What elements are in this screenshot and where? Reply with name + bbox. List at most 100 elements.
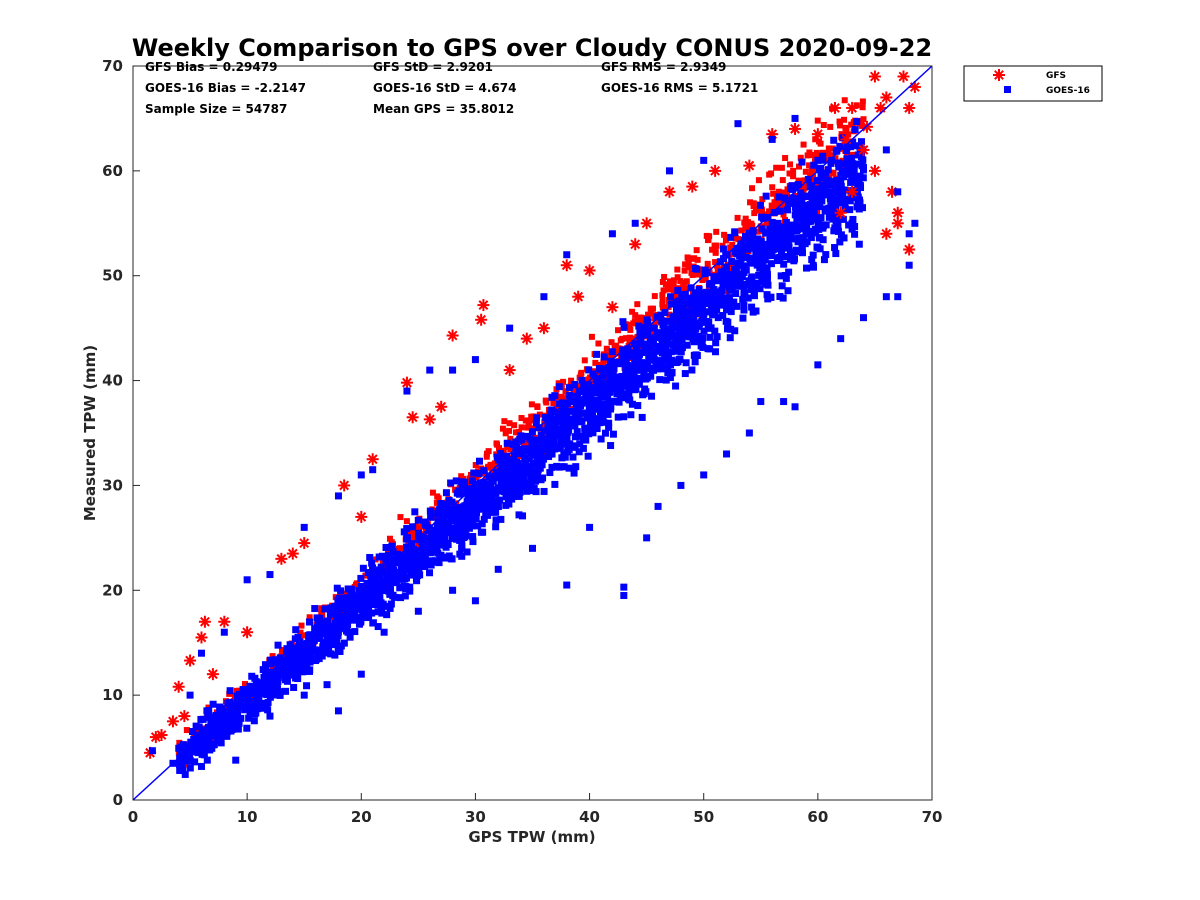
goes16-point xyxy=(821,189,829,197)
goes16-point xyxy=(380,586,388,594)
goes16-point xyxy=(634,374,642,382)
goes16-point xyxy=(342,612,350,620)
goes16-point xyxy=(658,338,666,346)
goes16-point xyxy=(582,397,590,405)
gfs-point xyxy=(817,140,824,147)
goes16-point xyxy=(258,689,266,697)
gfs-point xyxy=(645,311,652,318)
goes16-point xyxy=(564,444,572,452)
goes16-point xyxy=(232,756,240,764)
goes16-point xyxy=(733,302,741,310)
gfs-point xyxy=(827,123,834,130)
goes16-point xyxy=(733,276,741,284)
gfs-point xyxy=(550,400,557,407)
goes16-point xyxy=(383,602,391,610)
goes16-point xyxy=(781,194,789,202)
goes16-point xyxy=(569,453,577,461)
goes16-point xyxy=(681,290,689,298)
goes16-point xyxy=(544,423,552,431)
goes16-point xyxy=(585,430,593,438)
goes16-point xyxy=(390,558,398,566)
goes16-point xyxy=(807,217,815,225)
goes16-point xyxy=(348,589,356,597)
goes16-point xyxy=(247,703,255,711)
goes16-point xyxy=(512,438,520,446)
goes16-point xyxy=(622,352,630,360)
gfs-point xyxy=(712,249,719,256)
gfs-point xyxy=(622,335,629,342)
goes16-point xyxy=(337,642,345,650)
goes16-point xyxy=(608,374,616,382)
goes16-point xyxy=(563,399,571,407)
goes16-point xyxy=(239,686,247,694)
goes16-point xyxy=(750,241,758,249)
goes16-point xyxy=(291,644,299,652)
gfs-point xyxy=(570,387,577,394)
goes16-point xyxy=(728,257,736,265)
goes16-point xyxy=(210,716,218,724)
goes16-point xyxy=(702,318,710,326)
goes16-point xyxy=(463,548,471,556)
gfs-point xyxy=(520,332,533,345)
goes16-point xyxy=(739,249,747,257)
goes16-point xyxy=(333,618,341,626)
goes16-point xyxy=(852,160,860,168)
goes16-point xyxy=(234,708,242,716)
goes16-point xyxy=(585,366,593,374)
gfs-point xyxy=(779,177,786,184)
goes16-point xyxy=(545,440,553,448)
gfs-point xyxy=(502,430,509,437)
goes16-point xyxy=(374,623,382,631)
goes16-point xyxy=(678,325,686,333)
gfs-point xyxy=(659,301,666,308)
goes16-point xyxy=(472,490,480,498)
gfs-point xyxy=(446,329,459,342)
goes16-point xyxy=(825,213,833,221)
goes16-point xyxy=(674,306,682,314)
goes16-point xyxy=(784,206,792,214)
chart-title: Weekly Comparison to GPS over Cloudy CON… xyxy=(132,34,932,62)
y-axis: 0 10 20 30 40 50 60 70 xyxy=(102,57,140,809)
goes16-point xyxy=(387,600,395,608)
gfs-point xyxy=(754,228,761,235)
goes16-point xyxy=(666,374,674,382)
gfs-point xyxy=(796,163,803,170)
goes16-point xyxy=(791,403,799,411)
goes16-point xyxy=(856,172,864,180)
gfs-point xyxy=(592,359,599,366)
stat-mean-gps: Mean GPS = 35.8012 xyxy=(373,102,514,116)
goes16-point xyxy=(302,652,310,660)
gfs-point xyxy=(472,462,479,469)
goes16-point xyxy=(330,628,338,636)
gfs-point xyxy=(524,424,531,431)
goes16-point xyxy=(608,230,616,238)
goes16-point xyxy=(271,658,279,666)
gfs-point xyxy=(297,629,304,636)
goes16-point xyxy=(481,484,489,492)
goes16-point xyxy=(894,293,902,301)
goes16-point xyxy=(230,721,238,729)
goes16-point xyxy=(843,143,851,151)
goes16-point xyxy=(461,478,469,486)
gfs-point xyxy=(695,271,702,278)
gfs-point xyxy=(518,415,525,422)
gfs-point xyxy=(758,208,765,215)
goes16-point xyxy=(541,413,549,421)
goes16-point xyxy=(817,170,825,178)
goes16-point xyxy=(259,684,267,692)
goes16-point xyxy=(550,415,558,423)
gfs-point xyxy=(218,615,231,628)
gfs-point xyxy=(595,340,602,347)
gfs-point xyxy=(685,258,692,265)
goes16-point xyxy=(471,597,479,605)
gfs-point xyxy=(400,376,413,389)
goes16-point xyxy=(768,135,776,143)
goes16-point xyxy=(606,382,614,390)
goes16-point xyxy=(461,526,469,534)
gfs-point xyxy=(681,285,688,292)
goes16-point xyxy=(447,515,455,523)
goes16-point xyxy=(176,760,184,768)
goes16-point xyxy=(791,211,799,219)
gfs-point xyxy=(178,710,191,723)
gfs-point xyxy=(627,337,634,344)
